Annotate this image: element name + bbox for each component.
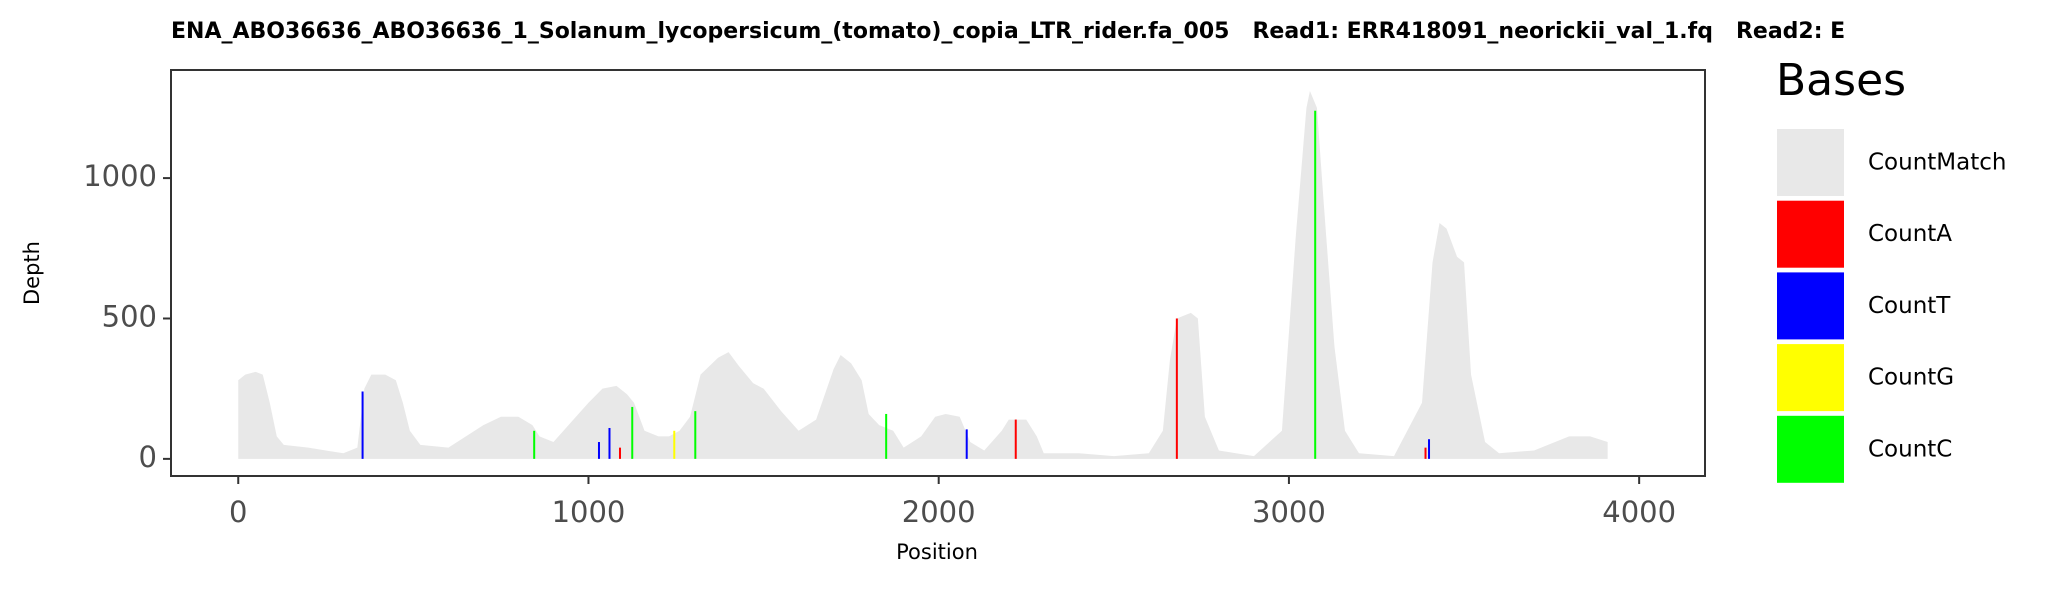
y-axis-label: Depth bbox=[20, 241, 44, 305]
y-tick-label: 1000 bbox=[83, 159, 157, 193]
mismatch-bar bbox=[631, 406, 634, 459]
mismatch-bar bbox=[1314, 110, 1317, 459]
legend-label: CountC bbox=[1868, 436, 1952, 462]
y-tick-label: 0 bbox=[139, 440, 157, 474]
legend-key bbox=[1777, 344, 1844, 412]
mismatch-bar bbox=[1428, 439, 1431, 459]
x-tick-label: 0 bbox=[229, 495, 247, 529]
mismatch-bar bbox=[694, 411, 697, 459]
legend-label: CountT bbox=[1868, 293, 1951, 319]
mismatch-bar bbox=[1424, 447, 1427, 459]
legend-key bbox=[1777, 272, 1844, 340]
mismatch-bar bbox=[1175, 318, 1178, 459]
legend-key bbox=[1777, 200, 1844, 268]
x-axis-label: Position bbox=[896, 540, 978, 564]
mismatch-bar bbox=[618, 447, 621, 459]
legend-key bbox=[1777, 415, 1844, 483]
legend-label: CountMatch bbox=[1868, 150, 2006, 176]
legend-label: CountG bbox=[1868, 365, 1954, 391]
mismatch-bar bbox=[361, 391, 364, 459]
y-tick-label: 500 bbox=[102, 299, 157, 333]
x-tick-label: 1000 bbox=[552, 495, 626, 529]
chart-title: ENA_ABO36636_ABO36636_1_Solanum_lycopers… bbox=[171, 19, 1845, 44]
mismatch-bar bbox=[597, 442, 600, 459]
x-tick-label: 4000 bbox=[1602, 495, 1676, 529]
legend-title: Bases bbox=[1776, 55, 1906, 106]
legend-label: CountA bbox=[1868, 221, 1952, 247]
mismatch-bar bbox=[608, 427, 611, 459]
x-tick-label: 2000 bbox=[902, 495, 976, 529]
depth-area bbox=[238, 91, 1608, 459]
x-tick-label: 3000 bbox=[1252, 495, 1326, 529]
mismatch-bar bbox=[673, 430, 676, 459]
legend-key bbox=[1777, 129, 1844, 196]
mismatch-bar bbox=[965, 429, 968, 459]
mismatch-bar bbox=[1014, 419, 1017, 459]
mismatch-bar bbox=[885, 413, 888, 459]
mismatch-bar bbox=[533, 430, 536, 459]
